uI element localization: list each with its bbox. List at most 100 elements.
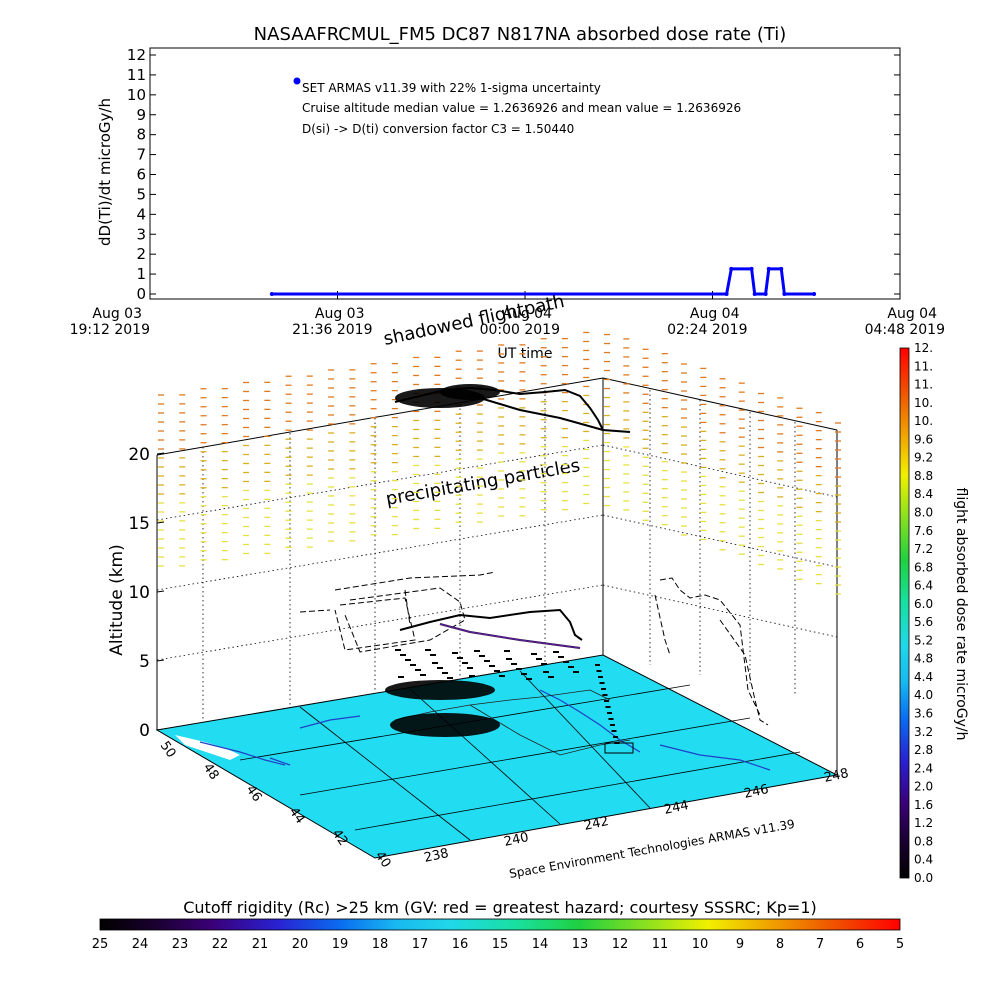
dose-rate-tick-label: 11. [914, 359, 933, 373]
x-tick-time: 02:24 2019 [667, 322, 747, 338]
landing-marker [604, 742, 634, 754]
y-tick-label: 2 [136, 245, 146, 263]
altitude-axis-ticks: 0 5 10 15 20 [128, 445, 165, 741]
side-wall-projection [654, 577, 769, 726]
dose-rate-tick-label: 8.8 [914, 469, 933, 483]
altitude-tick-label: 5 [139, 652, 150, 672]
particle-dose-dashes [158, 331, 841, 595]
dose-rate-tick-label: 9.6 [914, 432, 933, 446]
cutoff-rigidity-map [155, 654, 839, 859]
flightpath-clusters [385, 384, 634, 754]
cutoff-rigidity-tick-label: 21 [252, 937, 269, 952]
y-tick-label: 4 [136, 205, 146, 223]
y-tick-label: 9 [136, 106, 146, 124]
series-line [271, 267, 815, 296]
data-point [269, 292, 274, 296]
dose-rate-tick-label: 1.2 [914, 816, 933, 830]
flightpath-cluster [390, 713, 500, 737]
cutoff-rigidity-colorbar-ticks: 25 24 23 22 21 20 19 18 17 16 15 14 13 12 11 10 9 8 7 6 5 [92, 937, 904, 952]
data-point [812, 292, 817, 296]
back-wall-grid [156, 390, 838, 720]
data-point [749, 266, 754, 271]
altitude-tick-label: 10 [128, 583, 150, 603]
y-tick-label: 8 [136, 126, 146, 144]
y-tick-label: 6 [136, 166, 146, 184]
dose-rate-tick-label: 12. [914, 341, 933, 355]
cutoff-rigidity-tick-label: 11 [652, 937, 669, 952]
cutoff-rigidity-title: Cutoff rigidity (Rc) >25 km (GV: red = g… [183, 898, 817, 917]
dose-rate-tick-label: 1.6 [914, 798, 933, 812]
cutoff-rigidity-tick-label: 13 [572, 937, 589, 952]
dose-rate-tick-label: 2.0 [914, 780, 933, 794]
cutoff-rigidity-tick-label: 9 [736, 937, 744, 952]
x-tick-date: Aug 04 [690, 306, 740, 322]
dose-rate-tick-label: 5.6 [914, 615, 933, 629]
y-tick-label: 0 [136, 285, 146, 303]
cutoff-rigidity-tick-label: 22 [212, 937, 229, 952]
cutoff-rigidity-tick-label: 6 [856, 937, 864, 952]
cutoff-rigidity-tick-label: 12 [612, 937, 629, 952]
snow-region [175, 735, 240, 760]
cutoff-rigidity-tick-label: 25 [92, 937, 109, 952]
cutoff-rigidity-tick-label: 10 [692, 937, 709, 952]
cutoff-rigidity-tick-label: 24 [132, 937, 149, 952]
y-tick-label: 12 [127, 46, 146, 64]
dose-rate-colorbar-label: flight absorbed dose rate microGy/h [953, 488, 969, 741]
longitude-tick-label: 240 [503, 830, 530, 850]
longitude-tick-label: 242 [583, 814, 610, 834]
y-tick-label: 7 [136, 146, 146, 164]
longitude-axis-ticks: 238 240 242 244 246 248 [423, 766, 850, 866]
dose-rate-tick-label: 9.2 [914, 451, 933, 465]
dose-rate-tick-label: 4.4 [914, 670, 933, 684]
altitude-tick-mark [156, 521, 165, 524]
altitude-tick-mark [156, 659, 165, 662]
legend-marker [293, 77, 301, 85]
dose-rate-tick-label: 8.4 [914, 487, 933, 501]
cutoff-rigidity-tick-label: 14 [532, 937, 549, 952]
cutoff-rigidity-tick-label: 16 [452, 937, 469, 952]
cutoff-rigidity-tick-label: 23 [172, 937, 189, 952]
y-tick-label: 5 [136, 185, 146, 203]
data-point [782, 292, 787, 296]
dose-rate-tick-label: 10. [914, 396, 933, 410]
dose-rate-colorbar-ticks: 0.0 0.4 0.8 1.2 1.6 2.0 2.4 2.8 3.2 3.6 4.0 4.4 4.8 5… [914, 341, 933, 885]
x-tick-time: 04:48 2019 [865, 322, 945, 338]
data-point [763, 292, 768, 296]
x-tick-time: 21:36 2019 [292, 322, 372, 338]
cutoff-rigidity-tick-label: 19 [332, 937, 349, 952]
x-tick-date: Aug 04 [887, 306, 937, 322]
altitude-tick-label: 15 [128, 514, 150, 534]
altitude-tick-mark [156, 452, 165, 455]
legend-line-1: SET ARMAS v11.39 with 22% 1-sigma uncert… [302, 81, 601, 95]
dose-rate-tick-label: 5.2 [914, 633, 933, 647]
cutoff-rigidity-tick-label: 20 [292, 937, 309, 952]
dose-rate-tick-label: 4.0 [914, 688, 933, 702]
chart-title: NASAAFRCMUL_FM5 DC87 N817NA absorbed dos… [254, 24, 787, 45]
y-tick-label: 3 [136, 225, 146, 243]
altitude-tick-label: 0 [139, 721, 150, 741]
x-tick-date: Aug 03 [315, 306, 365, 322]
legend-line-2: Cruise altitude median value = 1.2636926… [302, 101, 741, 115]
data-point [752, 292, 757, 296]
3d-frame [156, 377, 838, 775]
dose-rate-colorbar: 0.0 0.4 0.8 1.2 1.6 2.0 2.4 2.8 3.2 3.6 4.0 4.4 4.8 5… [899, 341, 969, 885]
dose-rate-tick-label: 6.0 [914, 597, 933, 611]
back-wall-projection [299, 571, 496, 653]
data-point [766, 266, 771, 271]
dose-rate-tick-label: 7.6 [914, 524, 933, 538]
altitude-tick-label: 20 [128, 445, 150, 465]
flightpath-mid [399, 608, 583, 649]
cutoff-rigidity-tick-label: 5 [896, 937, 904, 952]
dose-rate-tick-label: 10. [914, 414, 933, 428]
cutoff-rigidity-tick-label: 15 [492, 937, 509, 952]
y-tick-label: 1 [136, 265, 146, 283]
x-tick-time: 00:00 2019 [480, 322, 560, 338]
longitude-tick-label: 244 [663, 798, 690, 818]
dose-rate-tick-label: 2.4 [914, 761, 933, 775]
dose-rate-tick-label: 0.8 [914, 834, 933, 848]
x-tick-date: Aug 04 [502, 306, 552, 322]
